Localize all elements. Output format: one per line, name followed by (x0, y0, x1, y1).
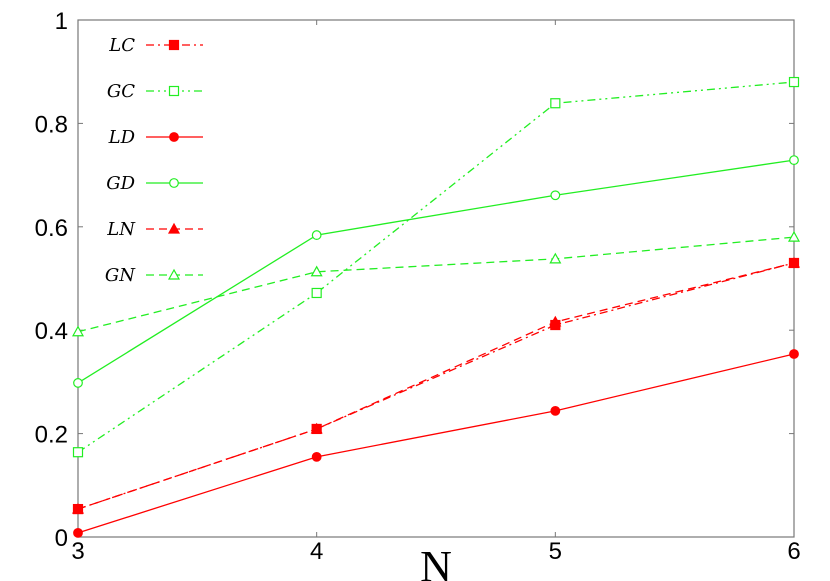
series-ld (73, 349, 799, 538)
data-point-ld (73, 527, 83, 538)
data-point-gc (550, 98, 561, 109)
series-line-gn (77, 236, 795, 333)
y-tick-label: 0.2 (35, 422, 68, 449)
plot-frame (77, 19, 795, 538)
legend-marker (168, 39, 180, 51)
data-point-gn (71, 325, 85, 337)
legend-item-gd: GD (106, 173, 203, 194)
legend-item-ld: LD (108, 127, 203, 148)
x-tick-label: 4 (310, 538, 323, 565)
legend-label: LC (108, 35, 135, 56)
series-gn (71, 230, 801, 337)
y-tick-label: 0.4 (35, 318, 68, 345)
legend-label: GC (107, 81, 135, 102)
data-point-ln (787, 256, 801, 268)
data-point-gn (787, 230, 801, 242)
series-ln (71, 256, 801, 514)
data-point-ln (310, 422, 323, 434)
data-point-gc (72, 447, 84, 458)
legend-item-gn: GN (105, 265, 203, 286)
data-point-gn (549, 252, 562, 264)
x-tick-label: 6 (787, 538, 800, 565)
legend-item-lc: LC (108, 35, 203, 56)
data-point-ld (789, 349, 799, 359)
series-line-gd (77, 159, 795, 384)
series-gd (73, 155, 799, 388)
data-point-gn (310, 265, 323, 277)
series-lc (72, 257, 800, 515)
series-line-gc (77, 81, 795, 453)
x-tick-label: 5 (549, 538, 562, 565)
data-point-ln (71, 502, 85, 514)
legend-marker (167, 268, 181, 280)
series-line-ln (77, 262, 795, 510)
data-point-gd (789, 155, 799, 166)
x-axis-label: N (420, 542, 452, 581)
data-point-ld (550, 405, 561, 416)
y-tick-label: 0.8 (35, 111, 68, 138)
data-point-gc (788, 76, 800, 88)
data-point-ld (311, 451, 322, 462)
y-tick-label: 0.6 (35, 215, 68, 242)
legend-marker (169, 178, 179, 188)
legend-label: LN (106, 219, 136, 240)
series-gc (72, 76, 800, 458)
data-point-ln (549, 315, 562, 327)
series-line-lc (77, 262, 795, 510)
legend-marker (167, 222, 181, 234)
x-tick-label: 3 (71, 538, 84, 565)
series-line-ld (77, 353, 795, 534)
data-point-gd (550, 190, 561, 201)
data-point-gc (311, 287, 322, 299)
data-point-gd (73, 378, 83, 388)
legend-label: GN (105, 265, 136, 286)
legend-label: GD (106, 173, 135, 194)
legend-item-gc: GC (107, 81, 203, 102)
legend-marker (168, 85, 180, 97)
data-point-gd (311, 230, 322, 240)
legend-label: LD (108, 127, 136, 148)
y-tick-label: 0 (55, 525, 68, 552)
y-tick-label: 1 (55, 8, 68, 35)
legend-marker (169, 132, 179, 142)
legend-item-ln: LN (106, 219, 203, 240)
